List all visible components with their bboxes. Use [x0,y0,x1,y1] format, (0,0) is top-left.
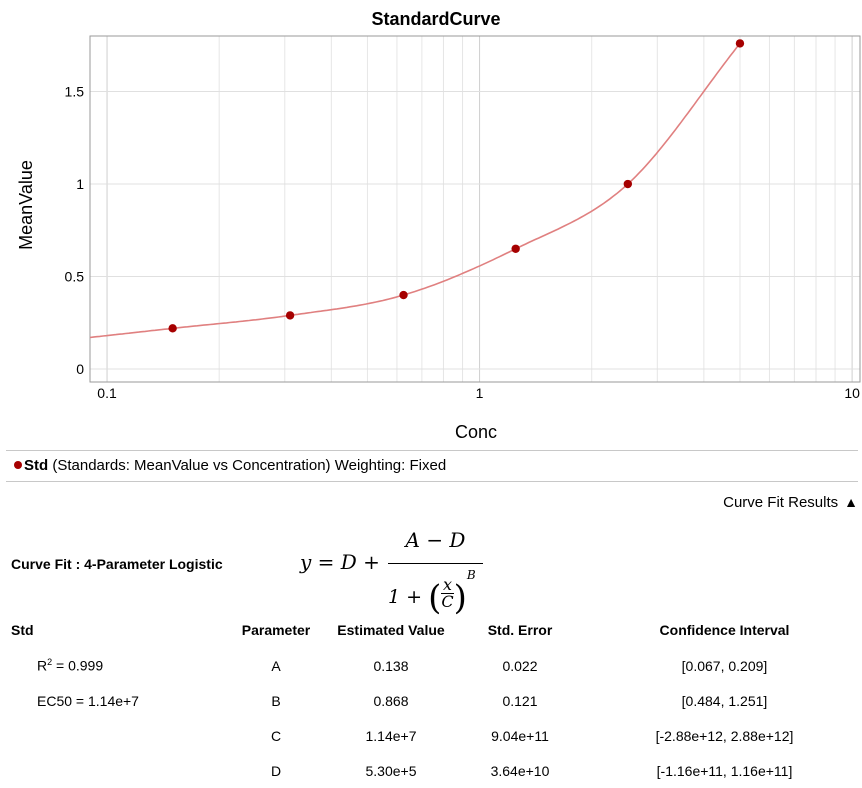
param-value: 5.30e+5 [365,762,417,779]
ec50: EC50 = 1.14e+7 [37,692,139,709]
curve-fit-results-label: Curve Fit Results [723,494,839,511]
formula-right-paren: ) [453,578,467,618]
param-ci: [0.484, 1.251] [681,692,768,709]
empty-cell [0,753,223,788]
table-row: R2 = 0.999 A 0.138 0.022 [0.067, 0.209] [0,648,862,683]
data-point [399,290,408,300]
y-tick-label: 1.5 [65,84,85,100]
plot-frame [89,35,861,383]
param-name: D [270,762,282,779]
param-ci: [-2.88e+12, 2.88e+12] [655,727,794,744]
formula-x: x [442,575,453,594]
x-tick-label: 1 [476,385,484,401]
formula-fraction-bar [388,563,483,564]
legend-marker [14,461,22,469]
x-axis-label: Conc [455,422,497,442]
param-value: 0.138 [373,657,409,674]
data-point [511,244,520,253]
param-value: 1.14e+7 [365,727,417,744]
param-name: B [271,692,281,709]
formula-exponent: B [466,568,476,582]
chart-legend: Std (Standards: MeanValue vs Concentrati… [6,450,858,482]
y-tick-label: 0.5 [65,269,85,285]
data-point [285,311,295,320]
y-tick-labels: 0 0.5 1 1.5 [65,84,85,378]
results-table: Std Parameter Estimated Value Std. Error… [0,612,862,788]
r-squared: R2 = 0.999 [0,648,223,683]
formula-numerator: A − D [405,528,466,552]
curve-fit-results-toggle[interactable]: Curve Fit Results ▲ [723,494,858,511]
param-error: 0.121 [502,692,538,709]
triangle-up-icon: ▲ [844,494,858,510]
param-error: 0.022 [502,657,538,674]
formula-lhs: y = D + [300,550,380,574]
param-error: 9.04e+11 [491,727,549,744]
curve-fit-label: Curve Fit : 4-Parameter Logistic [11,556,223,572]
standard-curve-chart: 0.1 1 10 0 0.5 1 1.5 StandardCurve Conc MeanV… [16,9,861,442]
header-estimated-value: Estimated Value [337,622,445,638]
table-row: C 1.14e+7 9.04e+11 [-2.88e+12, 2.88e+12] [0,718,862,753]
header-std: Std [11,622,34,638]
chart-grid [90,36,860,382]
x-tick-label: 0.1 [97,385,117,401]
formula-den-prefix: 1 + [388,586,423,608]
formula-denominator: 1 + (x C)B [388,568,476,618]
y-axis-label: MeanValue [16,160,36,250]
x-tick-labels: 0.1 1 10 [97,385,860,401]
y-tick-label: 0 [76,361,84,377]
param-value: 0.868 [373,692,409,709]
table-row: D 5.30e+5 3.64e+10 [-1.16e+11, 1.16e+11] [0,753,862,788]
header-parameter: Parameter [241,622,311,638]
param-name: C [270,727,282,744]
fit-formula: y = D + A − D 1 + (x C)B [300,528,490,618]
data-point [623,179,633,189]
param-ci: [0.067, 0.209] [681,657,768,674]
param-ci: [-1.16e+11, 1.16e+11] [656,762,793,779]
data-point [735,39,745,48]
legend-series-name: Std [24,457,49,474]
table-row: EC50 = 1.14e+7 B 0.868 0.121 [0.484, 1.2… [0,683,862,718]
empty-cell [0,718,223,753]
header-confidence-interval: Confidence Interval [659,622,790,638]
r-squared-label: R [37,657,48,674]
header-std-error: Std. Error [487,622,553,638]
results-header-row: Std Parameter Estimated Value Std. Error… [0,612,862,648]
y-tick-label: 1 [76,176,84,192]
x-tick-label: 10 [844,385,860,401]
legend-description: (Standards: MeanValue vs Concentration) … [52,457,447,474]
r-squared-exp: 2 [47,657,53,668]
data-point [168,324,177,333]
r-squared-value: = 0.999 [52,657,104,674]
formula-c: C [441,592,454,611]
param-name: A [271,657,281,674]
formula-left-paren: ( [428,578,442,618]
data-points [168,39,745,333]
formula-inner-bar [441,593,454,594]
fit-curve-line [89,42,741,339]
chart-title: StandardCurve [371,9,500,29]
param-error: 3.64e+10 [490,762,550,779]
